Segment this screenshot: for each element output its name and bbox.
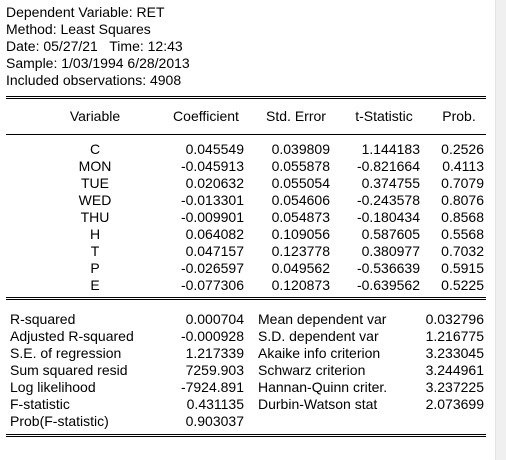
variable-column: C MON TUE WED THU H T P E (50, 141, 140, 294)
stat-label: S.E. of regression (10, 345, 122, 361)
table-cell-variable: MON (78, 158, 112, 174)
t-statistic-column: 1.144183 -0.821664 0.374755 -0.243578 -0… (336, 141, 420, 294)
stat-value: 0.000704 (185, 311, 244, 327)
table-cell-t-statistic: -0.821664 (356, 158, 420, 174)
stat-label: Log likelihood (10, 379, 96, 395)
vertical-scrollbar[interactable] (495, 0, 506, 460)
table-cell-t-statistic: 0.380977 (361, 243, 420, 259)
table-cell-prob: 0.7032 (441, 243, 484, 259)
stats-left-labels: R-squared Adjusted R-squared S.E. of reg… (10, 311, 160, 430)
stat-value: 0.032796 (425, 311, 484, 327)
table-cell-prob: 0.5568 (441, 226, 484, 242)
table-cell-std-error: 0.054873 (271, 209, 330, 225)
table-cell-std-error: 0.055054 (271, 175, 330, 191)
table-cell-t-statistic: 0.374755 (361, 175, 420, 191)
stat-label: S.D. dependent var (258, 328, 379, 344)
stats-right-values: 0.032796 1.216775 3.233045 3.244961 3.23… (410, 311, 484, 413)
coefficients-separator (6, 297, 486, 300)
stat-value: 3.233045 (425, 345, 484, 361)
stat-label: Sum squared resid (10, 362, 128, 378)
stat-value: 0.903037 (185, 413, 244, 429)
table-cell-prob: 0.2526 (441, 141, 484, 157)
stat-label: Durbin-Watson stat (258, 396, 378, 412)
std-error-column: 0.039809 0.055878 0.055054 0.054606 0.05… (254, 141, 330, 294)
table-cell-prob: 0.8568 (441, 209, 484, 225)
output-header: Dependent Variable: RET Method: Least Sq… (6, 4, 190, 89)
stat-value: 0.431135 (186, 396, 244, 412)
stat-label: Mean dependent var (258, 311, 387, 327)
table-cell-t-statistic: -0.180434 (356, 209, 420, 225)
method-line: Method: Least Squares (6, 21, 151, 37)
stat-value: -7924.891 (180, 379, 244, 395)
stat-label: F-statistic (10, 396, 70, 412)
table-cell-std-error: 0.055878 (271, 158, 330, 174)
stat-value: 3.244961 (425, 362, 484, 378)
stat-value: 7259.903 (185, 362, 244, 378)
table-cell-variable: H (89, 226, 101, 242)
table-cell-coefficient: -0.026597 (180, 260, 244, 276)
table-cell-prob: 0.8076 (441, 192, 484, 208)
table-cell-variable: T (90, 243, 100, 259)
table-cell-t-statistic: -0.243578 (356, 192, 420, 208)
header-separator (6, 96, 486, 99)
stat-value: 1.217339 (185, 345, 244, 361)
date-line: Date: 05/27/21 Time: 12:43 (6, 38, 183, 54)
column-header-variable: Variable (69, 108, 121, 124)
coefficient-column: 0.045549 -0.045913 0.020632 -0.013301 -0… (160, 141, 244, 294)
table-cell-prob: 0.5915 (441, 260, 484, 276)
table-cell-prob: 0.5225 (441, 277, 484, 293)
stat-label: Adjusted R-squared (10, 328, 134, 344)
table-cell-t-statistic: 1.144183 (361, 141, 420, 157)
stats-separator (6, 434, 486, 437)
stat-value: 3.237225 (425, 379, 484, 395)
stat-value: 2.073699 (425, 396, 484, 412)
table-cell-coefficient: 0.020632 (185, 175, 244, 191)
table-cell-std-error: 0.120873 (271, 277, 330, 293)
sample-line: Sample: 1/03/1994 6/28/2013 (6, 55, 190, 71)
column-header-t-statistic: t-Statistic (355, 108, 413, 124)
column-header-std-error: Std. Error (266, 108, 326, 124)
stats-left-values: 0.000704 -0.000928 1.217339 7259.903 -79… (160, 311, 244, 430)
table-cell-variable: P (90, 260, 100, 276)
stat-value: -0.000928 (180, 328, 244, 344)
table-cell-coefficient: 0.047157 (185, 243, 244, 259)
stat-label: Akaike info criterion (258, 345, 381, 361)
prob-column: 0.2526 0.4113 0.7079 0.8076 0.8568 0.556… (424, 141, 484, 294)
column-header-prob: Prob. (442, 108, 476, 124)
table-cell-prob: 0.7079 (441, 175, 484, 191)
table-cell-coefficient: -0.045913 (180, 158, 244, 174)
table-cell-std-error: 0.049562 (271, 260, 330, 276)
stat-label: R-squared (10, 311, 76, 327)
table-cell-variable: E (90, 277, 100, 293)
table-cell-t-statistic: 0.587605 (361, 226, 420, 242)
table-cell-prob: 0.4113 (442, 158, 484, 174)
table-cell-std-error: 0.039809 (271, 141, 330, 157)
table-cell-std-error: 0.123778 (271, 243, 330, 259)
table-cell-variable: C (89, 141, 101, 157)
table-cell-coefficient: 0.064082 (185, 226, 244, 242)
stat-label: Prob(F-statistic) (10, 413, 109, 429)
table-cell-variable: WED (78, 192, 112, 208)
table-cell-t-statistic: -0.536639 (356, 260, 420, 276)
stat-value: 1.216775 (425, 328, 484, 344)
table-cell-t-statistic: -0.639562 (356, 277, 420, 293)
table-cell-std-error: 0.054606 (271, 192, 330, 208)
table-cell-coefficient: -0.013301 (180, 192, 244, 208)
table-cell-coefficient: -0.077306 (180, 277, 244, 293)
table-cell-variable: THU (80, 209, 110, 225)
table-cell-coefficient: 0.045549 (185, 141, 244, 157)
column-header-separator (6, 134, 486, 135)
stat-label: Schwarz criterion (258, 362, 366, 378)
table-cell-std-error: 0.109056 (271, 226, 330, 242)
dependent-variable-line: Dependent Variable: RET (6, 4, 165, 20)
table-cell-coefficient: -0.009901 (180, 209, 244, 225)
stat-label: Hannan-Quinn criter. (258, 379, 388, 395)
table-cell-variable: TUE (81, 175, 109, 191)
stats-right-labels: Mean dependent var S.D. dependent var Ak… (258, 311, 418, 413)
observations-line: Included observations: 4908 (6, 72, 182, 88)
column-header-coefficient: Coefficient (173, 108, 239, 124)
